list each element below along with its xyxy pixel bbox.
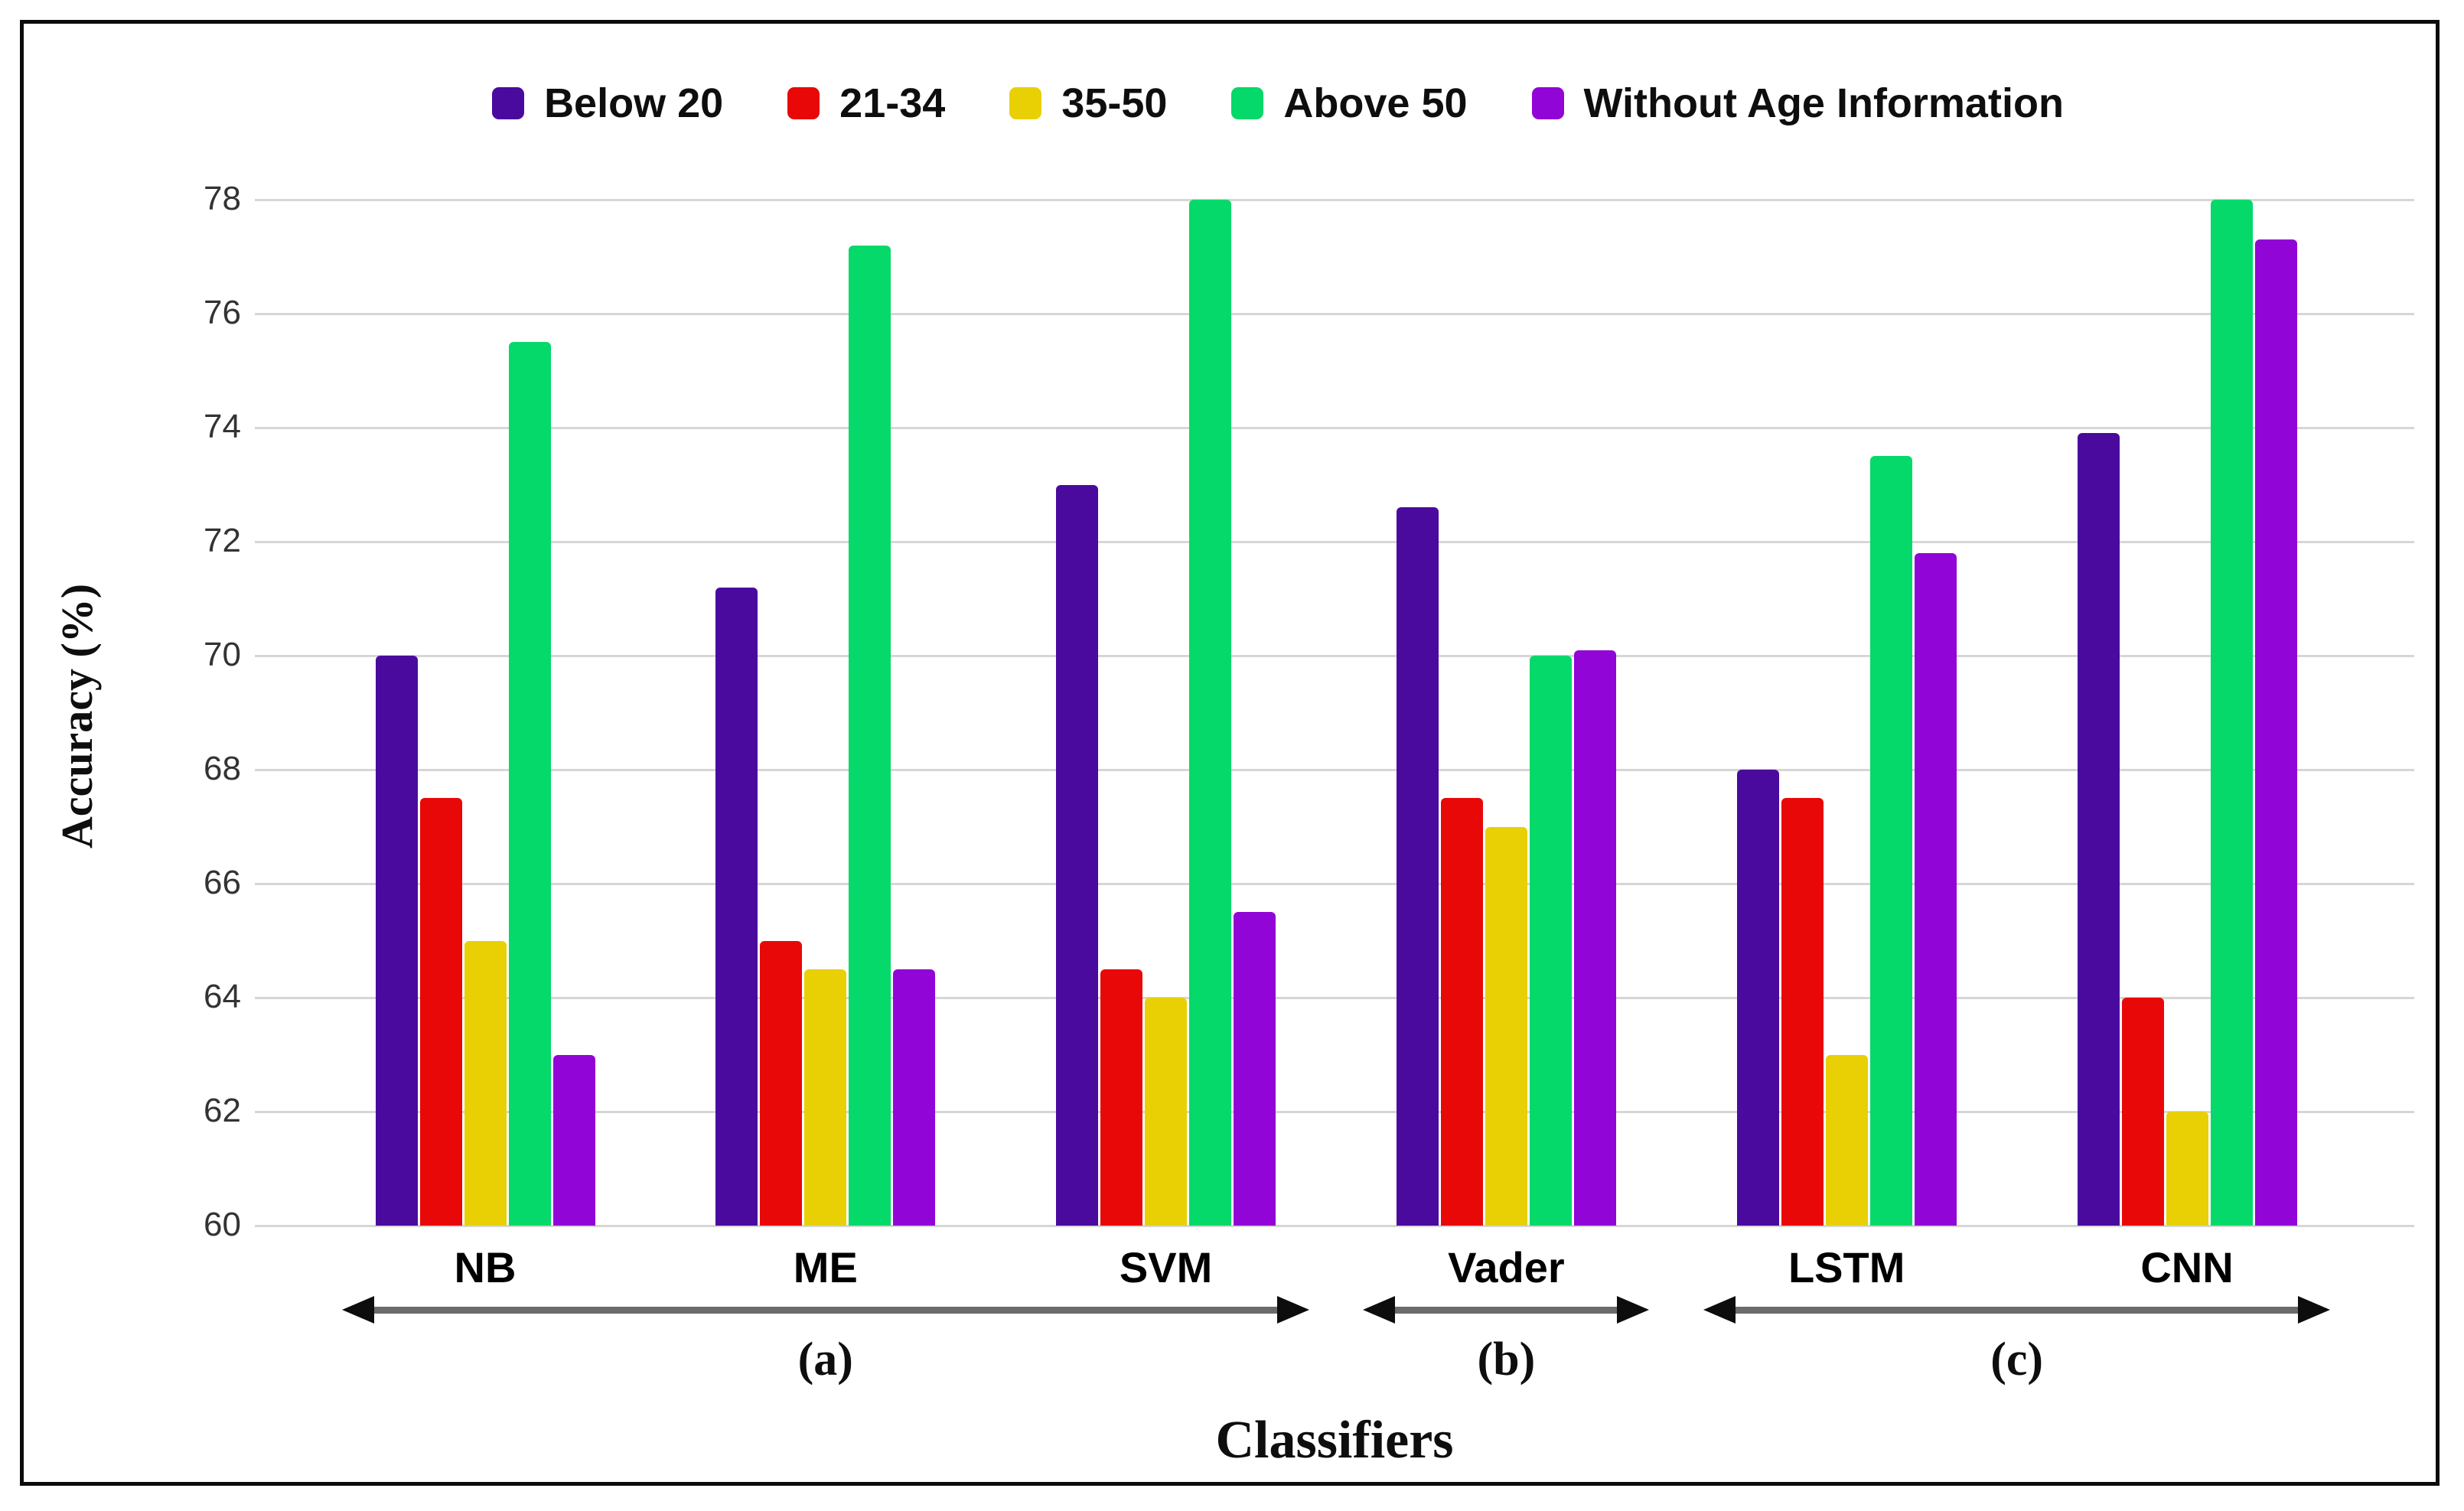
- gridline-66: [255, 882, 2414, 885]
- gridline-68: [255, 768, 2414, 771]
- legend-item-above-50: Above 50: [1231, 80, 1468, 127]
- y-tick-label-60: 60: [204, 1206, 241, 1243]
- x-tick-label-lstm: LSTM: [1788, 1243, 1905, 1291]
- legend-item-21-34: 21-34: [787, 80, 945, 127]
- bar-nb-21-34: [419, 798, 462, 1226]
- bar-me-below-20: [715, 587, 758, 1226]
- bar-me-35-50: [804, 969, 847, 1226]
- bar-cnn-35-50: [2166, 1112, 2208, 1226]
- bar-svm-without-age-information: [1234, 912, 1276, 1226]
- legend-swatch-icon-above-50: [1231, 87, 1264, 119]
- bar-cnn-21-34: [2121, 998, 2164, 1226]
- gridline-74: [255, 426, 2414, 429]
- bar-lstm-21-34: [1781, 798, 1824, 1226]
- y-tick-label-78: 78: [204, 180, 241, 217]
- bar-me-without-age-information: [893, 969, 936, 1226]
- y-tick-label-72: 72: [204, 522, 241, 559]
- x-tick-label-cnn: CNN: [2140, 1243, 2234, 1291]
- bar-cnn-below-20: [2077, 433, 2120, 1226]
- bar-me-21-34: [760, 940, 803, 1226]
- group-arrow-right-head-icon-c: [2298, 1296, 2330, 1324]
- legend-item-without-age-information: Without Age Information: [1531, 80, 2064, 127]
- bar-nb-below-20: [375, 656, 418, 1226]
- bar-cnn-without-age-information: [2254, 239, 2297, 1226]
- gridline-72: [255, 540, 2414, 543]
- y-tick-label-74: 74: [204, 408, 241, 445]
- gridline-76: [255, 312, 2414, 315]
- legend-swatch-icon-35-50: [1009, 87, 1042, 119]
- gridline-62: [255, 1110, 2414, 1113]
- bar-vader-35-50: [1485, 826, 1527, 1226]
- bar-vader-above-50: [1529, 656, 1572, 1226]
- y-tick-label-66: 66: [204, 864, 241, 901]
- legend-label: Above 50: [1283, 80, 1468, 126]
- group-arrow-left-head-icon-b: [1363, 1296, 1396, 1324]
- legend-label: Below 20: [544, 80, 724, 126]
- bar-svm-below-20: [1056, 484, 1099, 1226]
- y-axis-title: Accuracy (%): [52, 583, 102, 849]
- gridline-70: [255, 654, 2414, 657]
- group-arrow-shaft-c: [1729, 1306, 2304, 1314]
- bar-nb-above-50: [508, 342, 551, 1226]
- group-arrow-shaft-b: [1389, 1306, 1624, 1314]
- legend-label: 35-50: [1061, 80, 1168, 126]
- gridline-60: [255, 1224, 2414, 1227]
- x-tick-label-me: ME: [793, 1243, 858, 1291]
- x-tick-label-vader: Vader: [1448, 1243, 1565, 1291]
- group-arrow-shaft-a: [368, 1306, 1283, 1314]
- legend-label: Without Age Information: [1583, 80, 2064, 126]
- bar-svm-35-50: [1145, 998, 1188, 1226]
- bar-nb-35-50: [464, 940, 507, 1226]
- bar-nb-without-age-information: [552, 1054, 595, 1226]
- bar-lstm-above-50: [1869, 456, 1912, 1226]
- group-arrow-right-head-icon-b: [1617, 1296, 1650, 1324]
- group-label-a: (a): [797, 1334, 853, 1386]
- y-tick-label-70: 70: [204, 636, 241, 673]
- legend-swatch-icon-21-34: [787, 87, 820, 119]
- group-arrow-left-head-icon-a: [342, 1296, 374, 1324]
- bar-me-above-50: [849, 245, 891, 1226]
- y-tick-label-64: 64: [204, 978, 241, 1015]
- group-arrow-left-head-icon-c: [1703, 1296, 1736, 1324]
- bar-svm-21-34: [1100, 969, 1143, 1226]
- gridline-78: [255, 198, 2414, 201]
- y-tick-label-68: 68: [204, 750, 241, 787]
- x-axis-title: Classifiers: [1215, 1411, 1454, 1470]
- bar-lstm-without-age-information: [1914, 552, 1957, 1226]
- bar-lstm-35-50: [1825, 1054, 1868, 1226]
- bar-vader-21-34: [1440, 798, 1483, 1226]
- y-tick-label-62: 62: [204, 1092, 241, 1129]
- bar-svm-above-50: [1189, 200, 1232, 1226]
- x-tick-label-svm: SVM: [1119, 1243, 1213, 1291]
- bar-lstm-below-20: [1736, 770, 1779, 1226]
- legend-item-35-50: 35-50: [1009, 80, 1167, 127]
- x-tick-label-nb: NB: [454, 1243, 517, 1291]
- gridline-64: [255, 996, 2414, 999]
- legend-swatch-icon-without-age-information: [1531, 87, 1564, 119]
- group-arrow-right-head-icon-a: [1276, 1296, 1309, 1324]
- group-label-c: (c): [1990, 1334, 2043, 1386]
- group-label-b: (b): [1477, 1334, 1536, 1386]
- legend-item-below-20: Below 20: [492, 80, 723, 127]
- legend-swatch-icon-below-20: [492, 87, 525, 119]
- y-tick-label-76: 76: [204, 294, 241, 331]
- legend: Below 20 21-34 35-50 Above 50 Without Age In…: [0, 77, 2464, 130]
- bar-vader-below-20: [1396, 507, 1439, 1226]
- bar-cnn-above-50: [2210, 200, 2253, 1226]
- bar-vader-without-age-information: [1573, 650, 1616, 1226]
- legend-label: 21-34: [839, 80, 946, 126]
